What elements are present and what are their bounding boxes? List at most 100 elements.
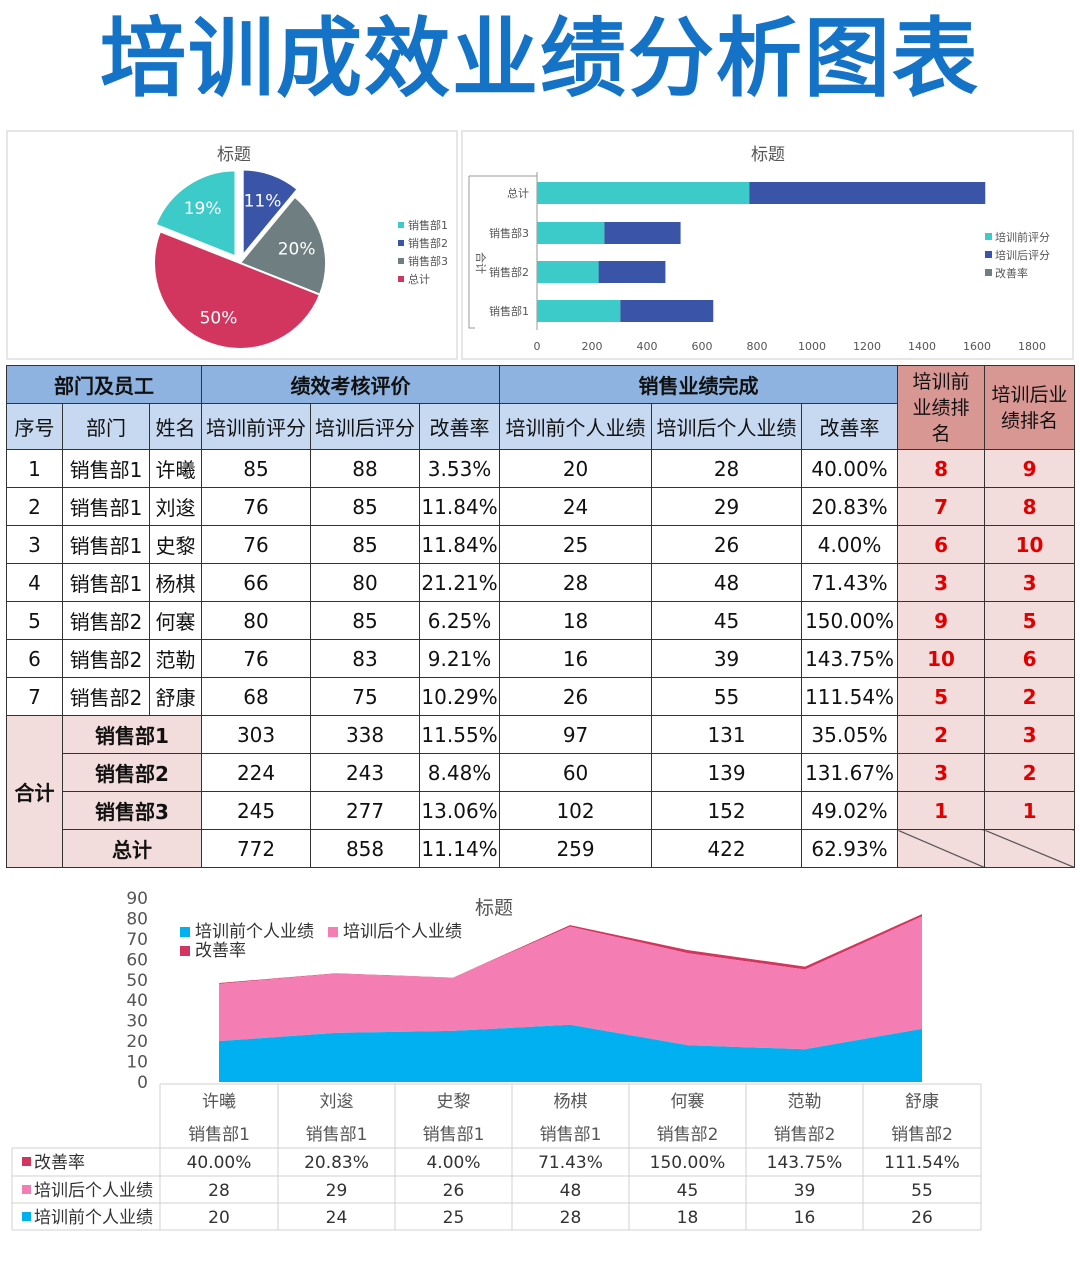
table-cell: 范勒	[148, 639, 203, 678]
x-tick-label: 1600	[963, 340, 991, 353]
table-cell: 83	[310, 639, 421, 678]
column-header: 培训前个人业绩	[499, 403, 653, 450]
table-cell: 13.06%	[419, 791, 501, 830]
table-cell: 销售部2	[62, 677, 150, 716]
column-header: 培训后个人业绩	[651, 403, 803, 450]
table-cell: 150.00%	[801, 601, 899, 640]
pie-title: 标题	[217, 145, 251, 165]
x-tick-label: 1800	[1018, 340, 1046, 353]
rank-before-header: 培训前业绩排名	[897, 365, 986, 450]
table-cell: 40.00%	[801, 449, 899, 488]
table-cell: 66	[201, 563, 312, 602]
table-cell: 29	[651, 487, 803, 526]
rank-cell: 2	[984, 753, 1076, 792]
table-cell: 80	[310, 563, 421, 602]
table-cell: 6.25%	[419, 601, 501, 640]
sales-group-header: 销售业绩完成	[499, 365, 899, 404]
rank-cell: 1	[897, 791, 986, 830]
table-cell: 11.84%	[419, 525, 501, 564]
table-cell: 49.02%	[801, 791, 899, 830]
table-cell: 85	[201, 449, 312, 488]
data-table-row-label: 培训后个人业绩	[34, 1181, 153, 1201]
data-table-value: 55	[911, 1181, 933, 1201]
table-cell: 772	[201, 829, 312, 868]
subcategory-label: 销售部2	[657, 1125, 719, 1145]
table-cell: 111.54%	[801, 677, 899, 716]
bar-segment	[598, 261, 666, 283]
performance-table: 部门及员工 绩效考核评价 销售业绩完成 培训前业绩排名 培训后业绩排名 序号 部门…	[5, 365, 1076, 868]
data-table-value: 20	[208, 1208, 230, 1228]
table-cell: 152	[651, 791, 803, 830]
table-cell: 销售部1	[62, 449, 150, 488]
table-cell: 85	[310, 601, 421, 640]
pie-value-label: 50%	[200, 308, 238, 328]
data-table-value: 25	[443, 1208, 465, 1228]
data-table-value: 4.00%	[426, 1153, 480, 1173]
y-tick-label: 0	[137, 1073, 148, 1093]
table-cell: 76	[201, 639, 312, 678]
table-cell: 销售部1	[62, 487, 150, 526]
bar-chart-panel: 标题 合计 销售部1 销售部2 销售部3 总计 0 200 400 600 800 1000 1200 1…	[461, 130, 1074, 360]
summary-dept: 销售部1	[61, 715, 203, 754]
pie-value-label: 19%	[184, 199, 222, 219]
table-cell: 422	[651, 829, 803, 868]
table-cell: 10.29%	[419, 677, 501, 716]
table-cell: 48	[651, 563, 803, 602]
subcategory-label: 销售部2	[891, 1125, 953, 1145]
rank-cell: 6	[897, 525, 986, 564]
y-tick-label: 50	[126, 971, 148, 991]
table-cell: 76	[201, 525, 312, 564]
category-label: 许曦	[202, 1092, 236, 1112]
category-label: 何褰	[671, 1092, 705, 1112]
rank-cell: 2	[984, 677, 1076, 716]
table-cell: 28	[651, 449, 803, 488]
empty-diagonal-cell	[984, 829, 1076, 868]
summary-label: 合计	[6, 715, 63, 868]
bar-segment	[537, 182, 750, 204]
summary-row: 销售部2 224 243 8.48% 60 139 131.67% 3 2	[7, 753, 1076, 792]
pie-value-label: 11%	[244, 191, 282, 211]
data-table-value: 28	[560, 1208, 582, 1228]
total-row: 总计 772 858 11.14% 259 422 62.93%	[7, 829, 1076, 868]
category-label: 销售部3	[489, 226, 529, 240]
column-header: 序号	[6, 403, 63, 450]
pie-value-label: 20%	[278, 239, 316, 259]
empty-diagonal-cell	[897, 829, 986, 868]
subcategory-label: 销售部1	[188, 1125, 250, 1145]
x-tick-label: 400	[637, 340, 658, 353]
data-table-value: 26	[443, 1181, 465, 1201]
table-cell: 销售部1	[62, 525, 150, 564]
legend-label: 改善率	[995, 266, 1028, 280]
category-label: 销售部2	[489, 265, 529, 279]
table-cell: 20	[499, 449, 653, 488]
table-cell: 80	[201, 601, 312, 640]
rank-cell: 10	[984, 525, 1076, 564]
table-cell: 85	[310, 525, 421, 564]
x-tick-label: 800	[747, 340, 768, 353]
table-cell: 销售部1	[62, 563, 150, 602]
table-row: 1 销售部1 许曦 85 88 3.53% 20 28 40.00% 8 9	[6, 449, 1076, 488]
legend-swatch	[398, 240, 404, 246]
bar-segment	[537, 222, 605, 244]
table-cell: 88	[310, 449, 421, 488]
area-chart-panel: 标题 90 80 70 60 50 40 30 20 10 0 培训前个人业绩 培训后个人业绩 改善率 许曦…	[6, 886, 986, 1258]
subcategory-label: 销售部1	[306, 1125, 368, 1145]
area-series-before	[219, 1024, 922, 1082]
legend-label: 培训后评分	[995, 248, 1050, 262]
x-tick-label: 1200	[853, 340, 881, 353]
table-cell: 史黎	[148, 525, 203, 564]
legend-label: 销售部2	[408, 236, 448, 250]
rank-cell: 5	[984, 601, 1076, 640]
table-cell: 303	[201, 715, 312, 754]
table-cell: 刘逡	[148, 487, 203, 526]
bar-segment	[604, 222, 681, 244]
axis-group-bracket	[468, 176, 475, 329]
rank-cell: 9	[897, 601, 986, 640]
table-cell: 11.55%	[419, 715, 501, 754]
data-table-value: 20.83%	[304, 1153, 369, 1173]
rank-cell: 2	[897, 715, 986, 754]
table-row: 2 销售部1 刘逡 76 85 11.84% 24 29 20.83% 7 8	[6, 487, 1076, 526]
legend-swatch	[398, 222, 404, 228]
table-cell: 85	[310, 487, 421, 526]
